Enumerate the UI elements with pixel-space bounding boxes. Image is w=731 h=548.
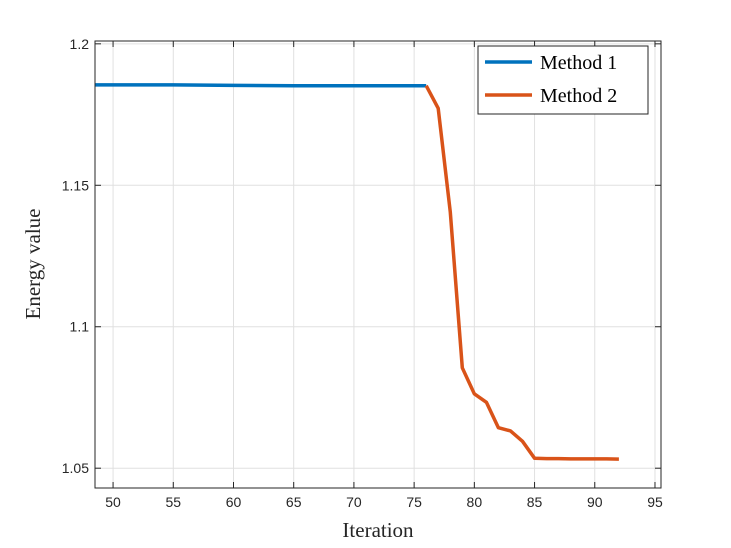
series-line-method-2 <box>424 84 619 461</box>
plot-area-frame <box>94 40 662 489</box>
y-tick-label: 1.2 <box>70 36 90 52</box>
y-tick-label: 1.1 <box>70 319 90 335</box>
x-tick-label: 55 <box>165 494 181 510</box>
x-tick-label: 65 <box>286 494 302 510</box>
x-tick-label: 95 <box>647 494 663 510</box>
grid <box>95 41 661 488</box>
legend-box <box>477 45 649 115</box>
legend: Method 1 Method 2 <box>477 45 649 115</box>
y-axis-label: Energy value <box>21 209 45 320</box>
series-lines <box>95 83 619 461</box>
x-tick-label: 80 <box>467 494 483 510</box>
x-tick-label: 85 <box>527 494 543 510</box>
y-axis-ticks: 1.05 1.1 1.15 1.2 <box>62 36 661 476</box>
x-tick-label: 90 <box>587 494 603 510</box>
legend-label-method-2: Method 2 <box>540 85 617 107</box>
series-line-method-1 <box>95 83 427 88</box>
x-axis-label: Iteration <box>342 518 414 542</box>
x-axis-ticks: 50 55 60 65 70 75 80 85 90 95 <box>105 41 663 510</box>
x-tick-label: 75 <box>406 494 422 510</box>
y-tick-label: 1.15 <box>62 177 89 193</box>
legend-label-method-1: Method 1 <box>540 52 617 74</box>
y-tick-label: 1.05 <box>62 460 89 476</box>
x-tick-label: 70 <box>346 494 362 510</box>
plot-area-background <box>95 41 661 488</box>
x-tick-label: 50 <box>105 494 121 510</box>
x-tick-label: 60 <box>226 494 242 510</box>
